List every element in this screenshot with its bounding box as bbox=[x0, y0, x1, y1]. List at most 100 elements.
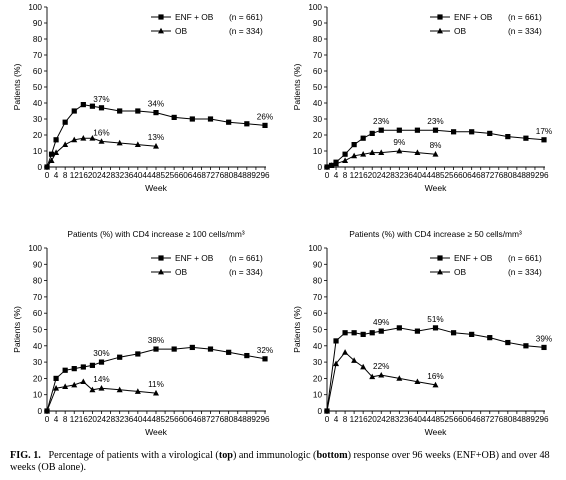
x-tick-label: 24 bbox=[97, 171, 107, 180]
x-tick-label: 24 bbox=[377, 171, 387, 180]
series-ob-point bbox=[369, 149, 376, 155]
series-ob-point bbox=[53, 149, 60, 155]
y-tick-label: 0 bbox=[317, 163, 322, 172]
data-label: 23% bbox=[373, 117, 389, 126]
y-tick-label: 40 bbox=[313, 342, 323, 351]
chart-panel-3: Patients (%) with CD4 increase ≥ 100 cel… bbox=[12, 229, 273, 437]
legend-ob-marker bbox=[437, 27, 443, 34]
x-tick-label: 92 bbox=[251, 415, 261, 424]
series-ob-point bbox=[153, 389, 159, 396]
caption-bold-bottom: bottom bbox=[316, 450, 348, 461]
x-tick-label: 88 bbox=[521, 415, 531, 424]
x-tick-label: 40 bbox=[413, 415, 423, 424]
series-ob-point bbox=[44, 407, 50, 414]
data-label: 32% bbox=[257, 346, 273, 355]
x-tick-label: 36 bbox=[124, 171, 134, 180]
y-tick-label: 70 bbox=[33, 51, 43, 60]
series-enf-ob-point bbox=[262, 122, 268, 128]
series-ob-point bbox=[378, 149, 385, 155]
x-tick-label: 32 bbox=[395, 171, 405, 180]
series-enf-ob-point bbox=[432, 127, 439, 133]
series-enf-ob-point bbox=[396, 325, 402, 331]
chart-panel-4: Patients (%) with CD4 increase ≥ 50 cell… bbox=[292, 229, 552, 437]
data-label: 30% bbox=[93, 349, 109, 358]
x-tick-label: 0 bbox=[325, 415, 330, 424]
legend-enf-ob-n: (n = 661) bbox=[508, 253, 542, 263]
y-tick-label: 0 bbox=[37, 407, 42, 416]
series-ob-point bbox=[53, 384, 60, 391]
series-enf-ob-point bbox=[71, 366, 77, 372]
series-ob-point bbox=[396, 147, 403, 154]
series-enf-ob-point bbox=[505, 134, 511, 140]
x-tick-label: 72 bbox=[485, 415, 495, 424]
series-enf-ob-point bbox=[89, 103, 96, 109]
x-tick-label: 96 bbox=[539, 415, 549, 424]
data-label: 17% bbox=[536, 127, 552, 136]
series-enf-ob-point bbox=[487, 335, 493, 341]
x-tick-label: 80 bbox=[224, 171, 234, 180]
x-tick-label: 96 bbox=[260, 171, 270, 180]
x-tick-label: 16 bbox=[359, 171, 369, 180]
series-enf-ob-point bbox=[153, 346, 159, 352]
series-enf-ob-point bbox=[351, 330, 357, 336]
series-ob-point bbox=[48, 157, 55, 163]
y-tick-label: 50 bbox=[313, 326, 323, 335]
x-tick-label: 84 bbox=[233, 171, 243, 180]
series-ob-point bbox=[116, 139, 123, 146]
series-ob-point bbox=[134, 141, 141, 147]
series-ob-point bbox=[378, 371, 385, 378]
x-tick-label: 12 bbox=[70, 415, 80, 424]
x-tick-label: 36 bbox=[404, 171, 414, 180]
series-enf-ob-point bbox=[333, 338, 339, 344]
legend-ob-name: OB bbox=[175, 267, 188, 277]
x-tick-label: 76 bbox=[215, 415, 225, 424]
x-tick-label: 68 bbox=[197, 415, 207, 424]
chart-title: Patients (%) with CD4 increase ≥ 50 cell… bbox=[349, 229, 522, 239]
x-tick-label: 48 bbox=[151, 171, 161, 180]
x-tick-label: 12 bbox=[70, 171, 80, 180]
series-ob-point bbox=[89, 135, 96, 141]
series-ob-point bbox=[71, 136, 78, 143]
x-tick-label: 32 bbox=[115, 415, 125, 424]
y-tick-label: 80 bbox=[33, 277, 43, 286]
series-enf-ob-point bbox=[378, 328, 384, 334]
series-enf-ob-point bbox=[351, 142, 357, 148]
y-tick-label: 30 bbox=[33, 115, 43, 124]
figure-caption: FIG. 1. Percentage of patients with a vi… bbox=[10, 450, 558, 474]
series-ob-point bbox=[44, 163, 50, 170]
x-tick-label: 28 bbox=[106, 415, 116, 424]
x-tick-label: 80 bbox=[503, 171, 513, 180]
x-tick-label: 36 bbox=[404, 415, 414, 424]
series-enf-ob-point bbox=[189, 116, 195, 122]
data-label: 14% bbox=[93, 375, 109, 384]
series-ob-point bbox=[333, 160, 340, 167]
caption-bold-top: top bbox=[218, 450, 233, 461]
x-tick-label: 68 bbox=[197, 171, 207, 180]
legend-enf-ob-n: (n = 661) bbox=[229, 12, 263, 22]
x-tick-label: 48 bbox=[431, 171, 441, 180]
x-tick-label: 0 bbox=[45, 415, 50, 424]
y-tick-label: 100 bbox=[28, 3, 42, 12]
y-tick-label: 20 bbox=[313, 131, 323, 140]
data-label: 37% bbox=[93, 95, 109, 104]
x-tick-label: 56 bbox=[170, 415, 180, 424]
x-tick-label: 4 bbox=[334, 415, 339, 424]
x-tick-label: 44 bbox=[142, 415, 152, 424]
x-tick-label: 84 bbox=[512, 171, 522, 180]
series-enf-ob-point bbox=[62, 367, 68, 373]
y-tick-label: 80 bbox=[313, 277, 323, 286]
legend-ob-marker bbox=[437, 268, 443, 275]
x-tick-label: 76 bbox=[215, 171, 225, 180]
x-tick-label: 52 bbox=[161, 171, 171, 180]
series-enf-ob-point bbox=[62, 119, 68, 125]
series-enf-ob-point bbox=[523, 135, 529, 141]
series-ob-point bbox=[98, 138, 105, 144]
y-tick-label: 70 bbox=[33, 293, 43, 302]
series-enf-ob-point bbox=[226, 119, 232, 125]
series-enf-ob-point bbox=[53, 375, 59, 381]
x-tick-label: 8 bbox=[63, 171, 68, 180]
y-tick-label: 0 bbox=[37, 163, 42, 172]
caption-text-1: Percentage of patients with a virologica… bbox=[48, 450, 219, 461]
series-enf-ob-point bbox=[378, 127, 384, 133]
series-enf-ob-point bbox=[80, 102, 86, 108]
